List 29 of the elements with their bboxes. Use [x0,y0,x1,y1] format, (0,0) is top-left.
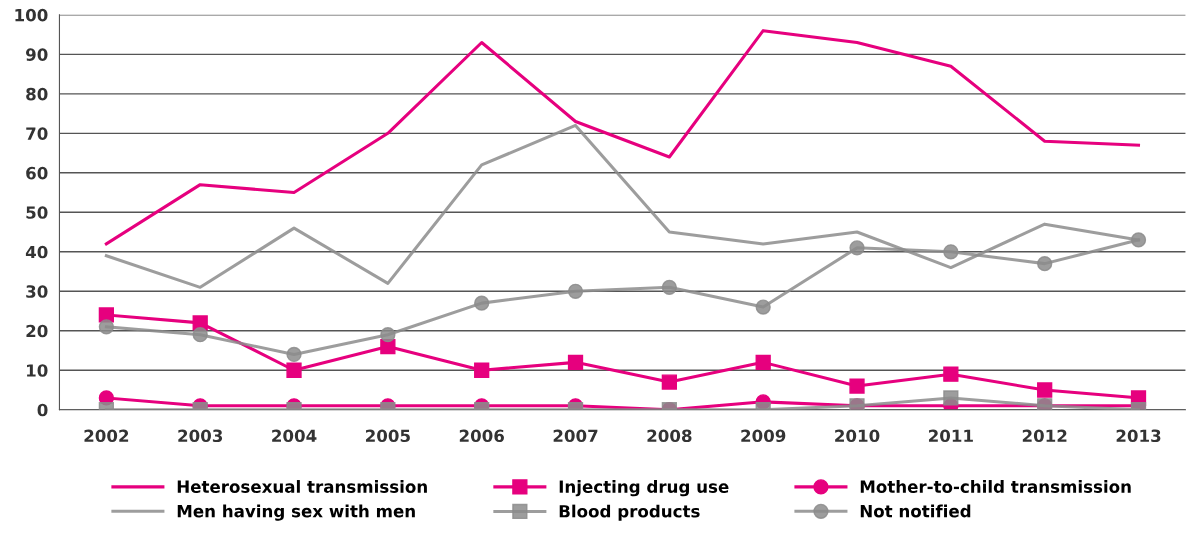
x-tick-label: 2002 [84,429,129,443]
y-tick-label: 30 [26,285,48,298]
legend-label: Men having sex with men [177,504,415,521]
y-tick-label: 10 [27,364,48,377]
legend-label: Mother-to-child transmission [860,480,1131,493]
legend-label: Not notified [860,504,971,518]
y-tick-label: 0 [37,403,48,417]
x-tick-label: 2009 [741,429,786,443]
y-tick-label: 100 [15,8,48,22]
x-tick-label: 2004 [272,429,317,443]
y-tick-label: 90 [26,48,48,61]
y-tick-label: 20 [26,324,48,338]
x-tick-label: 2006 [459,429,504,443]
y-tick-label: 80 [26,87,48,101]
x-tick-label: 2010 [835,429,880,443]
y-tick-label: 40 [25,245,48,259]
y-tick-label: 60 [26,166,48,180]
x-tick-label: 2007 [553,429,598,443]
legend-label: Heterosexual transmission [177,480,427,493]
x-tick-label: 2008 [647,429,692,443]
y-tick-label: 70 [26,127,48,140]
x-tick-label: 2011 [928,429,973,443]
legend-label: Blood products [559,504,700,521]
x-tick-label: 2005 [365,429,410,443]
x-tick-label: 2013 [1116,429,1161,443]
x-tick-label: 2012 [1022,429,1067,443]
x-tick-label: 2003 [178,429,223,443]
y-tick-label: 50 [26,206,48,219]
legend-label: Injecting drug use [559,480,729,497]
